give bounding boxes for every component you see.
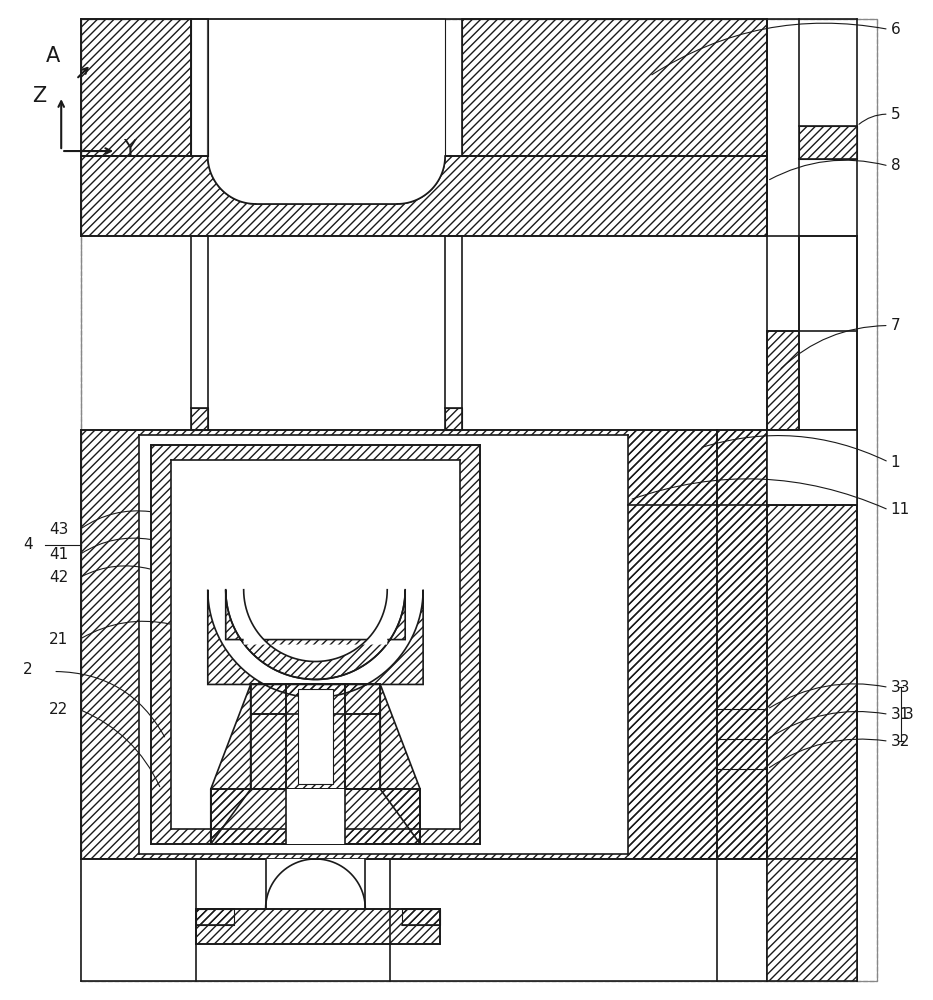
Text: 2: 2: [23, 662, 33, 677]
Bar: [767, 331, 799, 430]
Text: 8: 8: [891, 158, 900, 173]
Polygon shape: [191, 19, 208, 156]
Text: 32: 32: [891, 734, 910, 749]
Bar: [81, 430, 767, 859]
Bar: [445, 408, 462, 430]
Text: 43: 43: [49, 522, 69, 537]
Polygon shape: [208, 19, 445, 204]
Bar: [767, 859, 856, 981]
Text: 42: 42: [49, 570, 68, 585]
Text: 5: 5: [891, 107, 900, 122]
Bar: [151, 445, 480, 844]
Bar: [628, 430, 767, 859]
Polygon shape: [226, 590, 405, 679]
Text: 7: 7: [891, 318, 900, 333]
Bar: [81, 859, 767, 981]
Bar: [139, 435, 628, 854]
Bar: [196, 909, 233, 925]
Bar: [191, 408, 208, 430]
Polygon shape: [266, 859, 366, 909]
Text: 22: 22: [49, 702, 68, 717]
Bar: [767, 430, 856, 505]
Text: 6: 6: [891, 22, 900, 37]
Bar: [799, 126, 856, 159]
Bar: [171, 460, 460, 829]
Polygon shape: [244, 590, 387, 661]
Polygon shape: [298, 689, 333, 784]
Text: Z: Z: [32, 86, 47, 106]
Text: Y: Y: [123, 139, 136, 159]
Text: 41: 41: [49, 547, 68, 562]
Text: 31: 31: [891, 707, 910, 722]
Bar: [196, 909, 440, 944]
Text: 1: 1: [891, 455, 900, 470]
Text: A: A: [46, 46, 61, 66]
Bar: [81, 19, 877, 981]
Text: 11: 11: [891, 502, 910, 517]
Text: 33: 33: [891, 680, 911, 695]
Bar: [285, 789, 345, 844]
Text: 21: 21: [49, 632, 68, 647]
Bar: [767, 505, 856, 859]
Text: 4: 4: [23, 537, 33, 552]
Text: 3: 3: [904, 707, 913, 722]
Bar: [402, 909, 440, 925]
